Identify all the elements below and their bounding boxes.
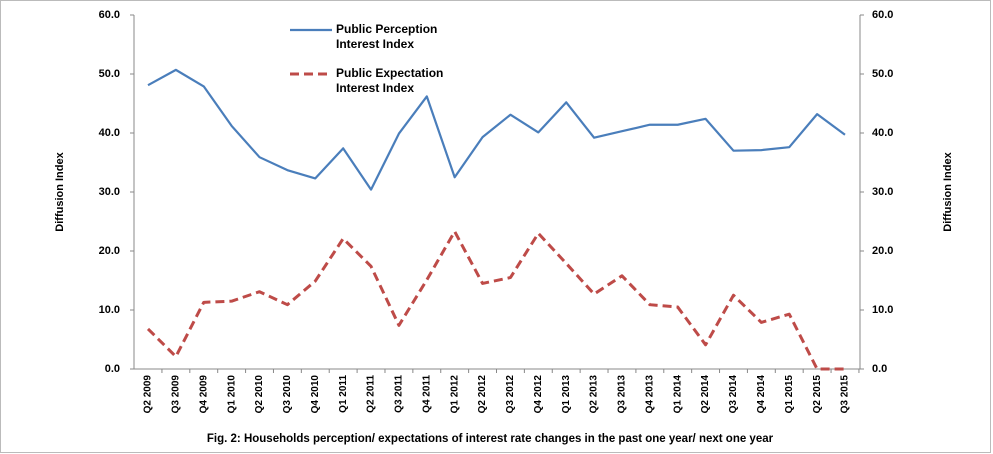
caption: Fig. 2: Households perception/ expectati… bbox=[207, 433, 774, 445]
y-tick-label: 30.0 bbox=[99, 186, 120, 198]
y2-tick-label: 20.0 bbox=[872, 245, 893, 257]
y2-tick-label: 60.0 bbox=[872, 9, 893, 21]
x-tick-label: Q1 2011 bbox=[338, 375, 349, 413]
x-tick-label: Q3 2012 bbox=[505, 375, 516, 414]
x-tick-label: Q1 2012 bbox=[449, 375, 460, 414]
x-tick-label: Q4 2013 bbox=[644, 375, 655, 414]
x-tick-label: Q3 2009 bbox=[171, 375, 182, 414]
y2-tick-label: 40.0 bbox=[872, 127, 893, 139]
y2-tick-label: 0.0 bbox=[872, 363, 887, 375]
x-tick-label: Q4 2010 bbox=[310, 375, 321, 414]
x-tick-label: Q3 2013 bbox=[617, 375, 628, 414]
y2-tick-label: 30.0 bbox=[872, 186, 893, 198]
x-tick-label: Q2 2011 bbox=[366, 375, 377, 413]
x-tick-label: Q4 2014 bbox=[756, 375, 767, 414]
x-tick-label: Q1 2015 bbox=[784, 375, 795, 414]
y-tick-label: 40.0 bbox=[99, 127, 120, 139]
x-tick-label: Q3 2010 bbox=[282, 375, 293, 414]
y-tick-label: 50.0 bbox=[99, 68, 120, 80]
x-tick-label: Q3 2011 bbox=[394, 375, 405, 413]
x-tick-label: Q4 2012 bbox=[533, 375, 544, 414]
x-tick-label: Q2 2015 bbox=[812, 375, 823, 414]
x-tick-label: Q3 2014 bbox=[728, 375, 739, 414]
y2-axis-title: Diffusion Index bbox=[942, 151, 954, 231]
legend-label: Public Perception Interest Index bbox=[336, 22, 437, 51]
y2-tick-label: 50.0 bbox=[872, 68, 893, 80]
x-tick-label: Q2 2009 bbox=[143, 375, 154, 414]
series-line bbox=[146, 230, 845, 371]
x-tick-label: Q1 2014 bbox=[672, 375, 683, 414]
y2-tick-label: 10.0 bbox=[872, 304, 893, 316]
y-tick-label: 60.0 bbox=[99, 9, 120, 21]
series-line bbox=[147, 68, 846, 191]
y-tick-label: 20.0 bbox=[99, 245, 120, 257]
x-tick-label: Q2 2013 bbox=[589, 375, 600, 414]
y-tick-label: 0.0 bbox=[105, 363, 120, 375]
y-axis-title: Diffusion Index bbox=[54, 151, 66, 231]
x-tick-label: Q1 2013 bbox=[561, 375, 572, 414]
x-tick-label: Q4 2009 bbox=[198, 375, 209, 414]
x-tick-label: Q2 2014 bbox=[700, 375, 711, 414]
x-tick-label: Q3 2015 bbox=[840, 375, 851, 414]
x-tick-label: Q2 2010 bbox=[254, 375, 265, 414]
x-tick-label: Q4 2011 bbox=[421, 375, 432, 413]
y-tick-label: 10.0 bbox=[99, 304, 120, 316]
x-tick-label: Q1 2010 bbox=[226, 375, 237, 414]
legend-label: Public Expectation Interest Index bbox=[336, 66, 443, 95]
x-tick-label: Q2 2012 bbox=[477, 375, 488, 414]
